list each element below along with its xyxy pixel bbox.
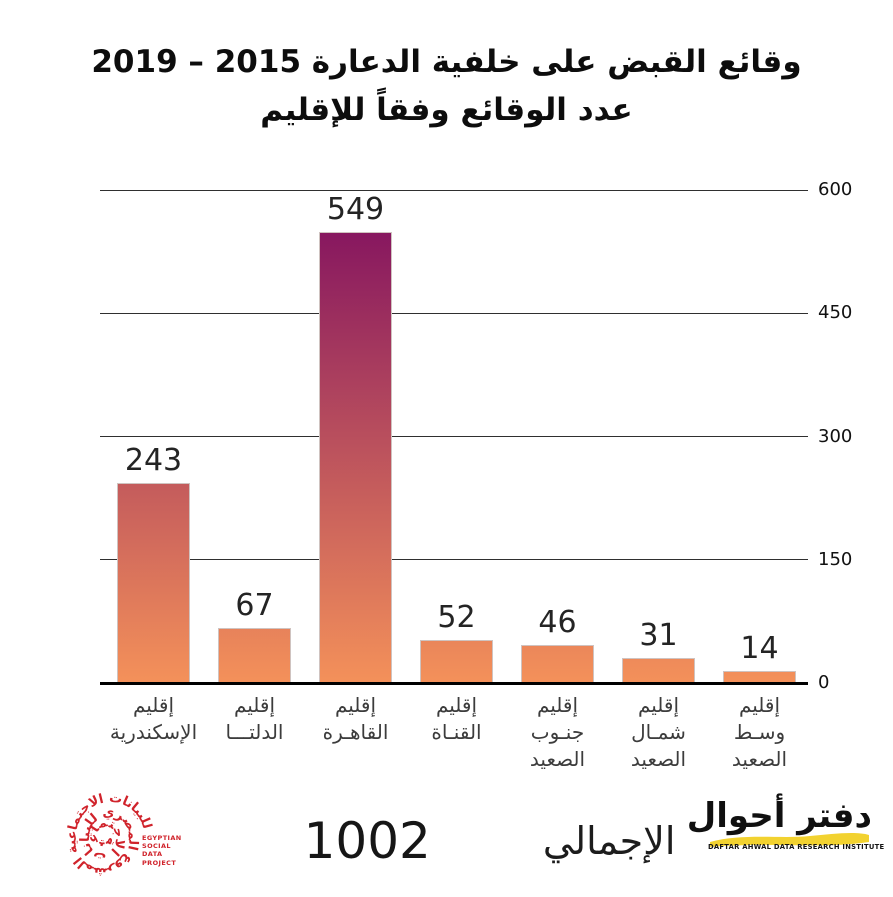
y-tick-label: 300 [818,425,853,447]
y-tick-label: 450 [818,302,853,324]
chart-title-line1: وقائع القبض على خلفية الدعارة 2015 – 201… [91,44,802,80]
daftar-arabic-name: دفتر أحوال [686,796,872,836]
daftar-ahwal-logo: دفتر أحوال DAFTAR AHWAL DATA RESEARCH IN… [686,790,885,851]
bar-value-label: 243 [124,443,183,479]
x-axis-category-label: إقليم جنـوب الصعيد [529,693,586,771]
esdp-spiral-calligraphy-icon: المشروع المصري للبيانات الاجتماعية المشر… [54,772,155,880]
esdp-caption: EGYPTIAN SOCIAL DATA PROJECT [142,834,182,867]
bar-1 [117,483,190,683]
bar-5 [521,645,594,683]
y-tick-label: 0 [818,672,830,693]
chart-title-line2: عدد الوقائع وفقاً للإقليم [260,92,633,128]
bar-4 [420,640,493,683]
bar-6 [622,657,695,683]
bar-value-label: 67 [235,587,274,623]
total-label: الإجمالي [542,819,676,863]
chart-title: وقائع القبض على خلفية الدعارة 2015 – 201… [0,38,893,134]
x-axis-category-label: إقليم الدلتـــا [225,693,284,744]
total-value: 1002 [303,812,431,870]
gridline-300 [100,436,808,437]
y-tick-label: 600 [818,179,853,200]
bar-value-label: 31 [639,617,678,653]
bar-value-label: 46 [538,605,577,641]
gridline-150 [100,559,808,561]
bar-2 [218,627,291,683]
total-row: الإجمالي 1002 [43,812,893,870]
bar-3 [319,231,392,683]
x-axis-category-label: إقليم القاهـرة [322,693,389,744]
gridline-450 [100,312,808,314]
esdp-logo: المشروع المصري للبيانات الاجتماعية المشر… [54,772,264,894]
bar-value-label: 549 [326,191,385,227]
x-axis-category-label: إقليم شمـال الصعيد [630,693,687,771]
daftar-caption: DAFTAR AHWAL DATA RESEARCH INSTITUTE [708,843,885,851]
bar-7 [723,671,796,683]
x-axis-baseline [100,682,808,685]
x-axis-category-label: إقليم الإسكندرية [109,693,198,744]
y-tick-label: 150 [818,548,853,570]
yellow-brush-stroke-icon [710,833,869,847]
bar-value-label: 14 [740,631,779,667]
x-axis-category-label: إقليم وسـط الصعيد [731,693,788,771]
bar-value-label: 52 [437,600,476,636]
gridline-600 [100,189,808,191]
svg-text:المشروع المصري للبيانات الاجتم: المشروع المصري للبيانات الاجتماعية المشر… [54,772,155,880]
x-axis-category-label: إقليم القنـاة [431,693,482,744]
